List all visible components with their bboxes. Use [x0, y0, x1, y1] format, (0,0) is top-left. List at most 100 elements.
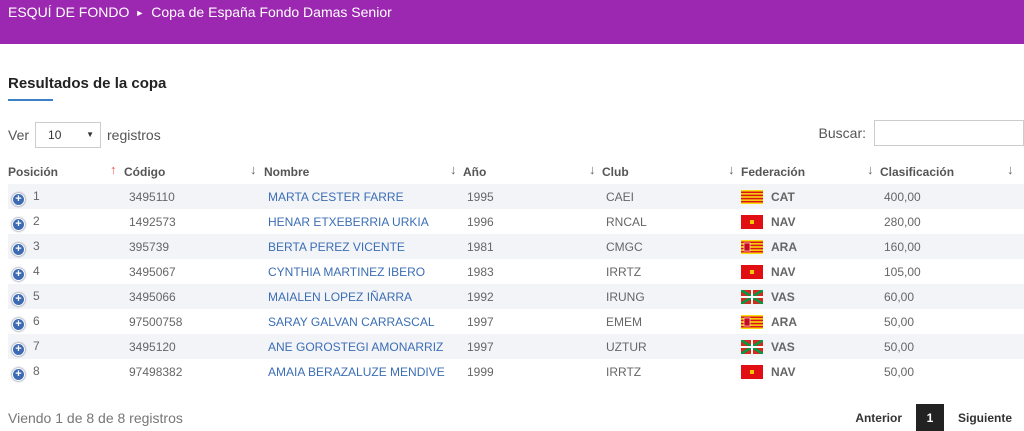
cell-year: 1983: [451, 259, 590, 284]
expand-row-icon[interactable]: +: [12, 292, 25, 306]
page-length-select[interactable]: 10 ▼: [35, 122, 102, 148]
pagination: Anterior 1 Siguiente: [855, 404, 1012, 431]
cell-club: IRRTZ: [590, 259, 729, 284]
cell-name: CYNTHIA MARTINEZ IBERO: [252, 259, 451, 284]
athlete-name-link[interactable]: MAIALEN LOPEZ IÑARRA: [268, 289, 413, 304]
cell-year: 1995: [451, 184, 590, 209]
expand-row-icon[interactable]: +: [12, 367, 25, 381]
athlete-name-link[interactable]: ANE GOROSTEGI AMONARRIZ: [268, 339, 444, 354]
expand-row-icon[interactable]: +: [12, 342, 25, 356]
athlete-name-link[interactable]: CYNTHIA MARTINEZ IBERO: [268, 264, 426, 279]
aragon-flag-icon: [741, 314, 763, 329]
club-value: EMEM: [606, 314, 642, 329]
sort-icon: ↓: [728, 162, 735, 177]
athlete-name-link[interactable]: MARTA CESTER FARRE: [268, 189, 404, 204]
current-page-button[interactable]: 1: [915, 404, 944, 431]
col-header-nombre[interactable]: Nombre ↓: [252, 160, 457, 184]
col-header-club[interactable]: Club ↓: [590, 160, 735, 184]
cell-position: +6: [8, 309, 113, 334]
cell-code: 97498382: [113, 359, 252, 384]
breadcrumb-root-link[interactable]: ESQUÍ DE FONDO: [8, 4, 130, 20]
col-header-label: Posición: [8, 165, 59, 179]
code-value: 3495120: [129, 339, 176, 354]
athlete-name-link[interactable]: HENAR ETXEBERRIA URKIA: [268, 214, 429, 229]
cell-federation: NAV: [729, 209, 868, 234]
code-value: 97498382: [129, 364, 183, 379]
cell-year: 1997: [451, 334, 590, 359]
cell-federation: NAV: [729, 359, 868, 384]
cell-score: 50,00: [868, 309, 1024, 334]
col-header-label: Año: [463, 165, 487, 179]
cell-club: IRRTZ: [590, 359, 729, 384]
expand-row-icon[interactable]: +: [12, 242, 25, 256]
expand-row-icon[interactable]: +: [12, 217, 25, 231]
col-header-clasificacion[interactable]: Clasificación ↓: [868, 160, 1024, 184]
cell-name: SARAY GALVAN CARRASCAL: [252, 309, 451, 334]
score-value: 50,00: [884, 364, 915, 379]
expand-row-icon[interactable]: +: [12, 267, 25, 281]
cell-year: 1996: [451, 209, 590, 234]
athlete-name-link[interactable]: AMAIA BERAZALUZE MENDIVE: [268, 364, 445, 379]
cell-year: 1981: [451, 234, 590, 259]
cell-code: 3495120: [113, 334, 252, 359]
cell-position: +1: [8, 184, 113, 209]
col-header-ano[interactable]: Año ↓: [451, 160, 596, 184]
page-length-value: 10: [48, 128, 62, 142]
score-value: 60,00: [884, 289, 915, 304]
results-table: Posición ↑ Código ↓ Nombre ↓ Año ↓ Club …: [8, 160, 1024, 384]
year-value: 1983: [467, 264, 494, 279]
club-value: CMGC: [606, 239, 643, 254]
col-header-posicion[interactable]: Posición ↑: [8, 160, 117, 184]
position-value: 1: [33, 189, 40, 204]
table-row: +8 97498382 AMAIA BERAZALUZE MENDIVE 1999 IR…: [8, 359, 1024, 384]
next-page-button[interactable]: Siguiente: [957, 410, 1012, 425]
cell-position: +2: [8, 209, 113, 234]
cell-club: CMGC: [590, 234, 729, 259]
section-title: Resultados de la copa: [8, 75, 167, 92]
athlete-name-link[interactable]: BERTA PEREZ VICENTE: [268, 239, 405, 254]
cell-code: 3495066: [113, 284, 252, 309]
page-length-control: Ver 10 ▼ registros: [8, 122, 161, 148]
code-value: 3495110: [129, 189, 175, 204]
breadcrumb-current: Copa de España Fondo Damas Senior: [151, 4, 392, 20]
top-bar: ESQUÍ DE FONDO ► Copa de España Fondo Da…: [0, 0, 1024, 44]
table-row: +1 3495110 MARTA CESTER FARRE 1995 CAEI CAT 40…: [8, 184, 1024, 209]
club-value: IRRTZ: [606, 364, 642, 379]
cell-name: BERTA PEREZ VICENTE: [252, 234, 451, 259]
sort-icon: ↓: [450, 162, 457, 177]
col-header-codigo[interactable]: Código ↓: [113, 160, 257, 184]
basque-flag-icon: [740, 288, 764, 305]
athlete-name-link[interactable]: SARAY GALVAN CARRASCAL: [268, 314, 435, 329]
navarre-flag-icon: [741, 264, 763, 279]
table-row: +3 395739 BERTA PEREZ VICENTE 1981 CMGC ARA 16…: [8, 234, 1024, 259]
catalonia-flag-icon: [741, 189, 763, 204]
col-header-label: Clasificación: [880, 165, 955, 179]
federation-code: NAV: [771, 364, 796, 379]
previous-page-button[interactable]: Anterior: [855, 410, 902, 425]
expand-row-icon[interactable]: +: [12, 317, 25, 331]
search-input[interactable]: [874, 120, 1024, 146]
cell-year: 1992: [451, 284, 590, 309]
code-value: 1492573: [129, 214, 176, 229]
section-title-underline: [8, 99, 53, 101]
table-info: Viendo 1 de 8 de 8 registros: [8, 410, 183, 426]
expand-row-icon[interactable]: +: [12, 192, 25, 206]
search-control: Buscar:: [819, 120, 1024, 146]
col-header-label: Club: [602, 165, 629, 179]
year-value: 1992: [467, 289, 494, 304]
cell-club: RNCAL: [590, 209, 729, 234]
cell-code: 3495110: [113, 184, 252, 209]
cell-code: 1492573: [113, 209, 252, 234]
cell-club: UZTUR: [590, 334, 729, 359]
position-value: 6: [33, 314, 40, 329]
aragon-flag-icon: [741, 239, 763, 254]
code-value: 97500758: [129, 314, 183, 329]
cell-name: ANE GOROSTEGI AMONARRIZ: [252, 334, 451, 359]
year-value: 1981: [467, 239, 494, 254]
cell-federation: NAV: [729, 259, 868, 284]
position-value: 4: [33, 264, 40, 279]
code-value: 3495067: [129, 264, 176, 279]
club-value: IRRTZ: [606, 264, 642, 279]
col-header-federacion[interactable]: Federación ↓: [729, 160, 874, 184]
basque-flag-icon: [740, 338, 764, 355]
